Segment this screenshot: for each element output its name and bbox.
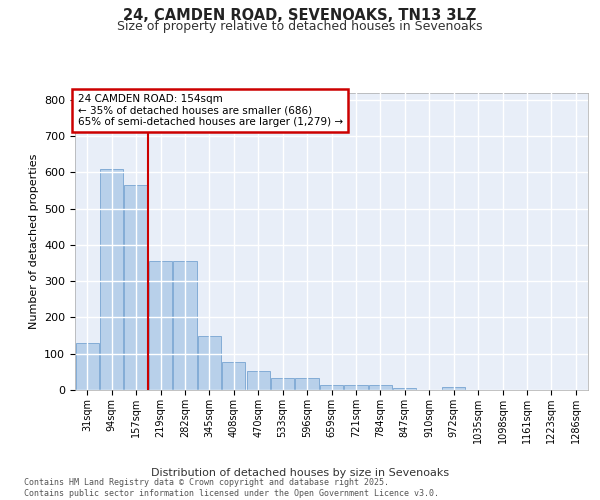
Bar [295,378,319,390]
Text: Size of property relative to detached houses in Sevenoaks: Size of property relative to detached ho… [117,20,483,33]
Bar [100,170,123,390]
Bar [247,371,270,390]
Bar [124,185,148,390]
Y-axis label: Number of detached properties: Number of detached properties [29,154,38,329]
Text: 24, CAMDEN ROAD, SEVENOAKS, TN13 3LZ: 24, CAMDEN ROAD, SEVENOAKS, TN13 3LZ [124,8,476,22]
Bar [173,261,197,390]
Bar [76,343,99,390]
Text: Contains HM Land Registry data © Crown copyright and database right 2025.
Contai: Contains HM Land Registry data © Crown c… [24,478,439,498]
Bar [369,386,392,390]
Text: Distribution of detached houses by size in Sevenoaks: Distribution of detached houses by size … [151,468,449,477]
Bar [393,388,416,390]
Bar [442,388,465,390]
Bar [344,386,368,390]
Bar [198,336,221,390]
Bar [320,384,343,390]
Bar [271,378,294,390]
Bar [149,261,172,390]
Text: 24 CAMDEN ROAD: 154sqm
← 35% of detached houses are smaller (686)
65% of semi-de: 24 CAMDEN ROAD: 154sqm ← 35% of detached… [77,94,343,127]
Bar [222,362,245,390]
